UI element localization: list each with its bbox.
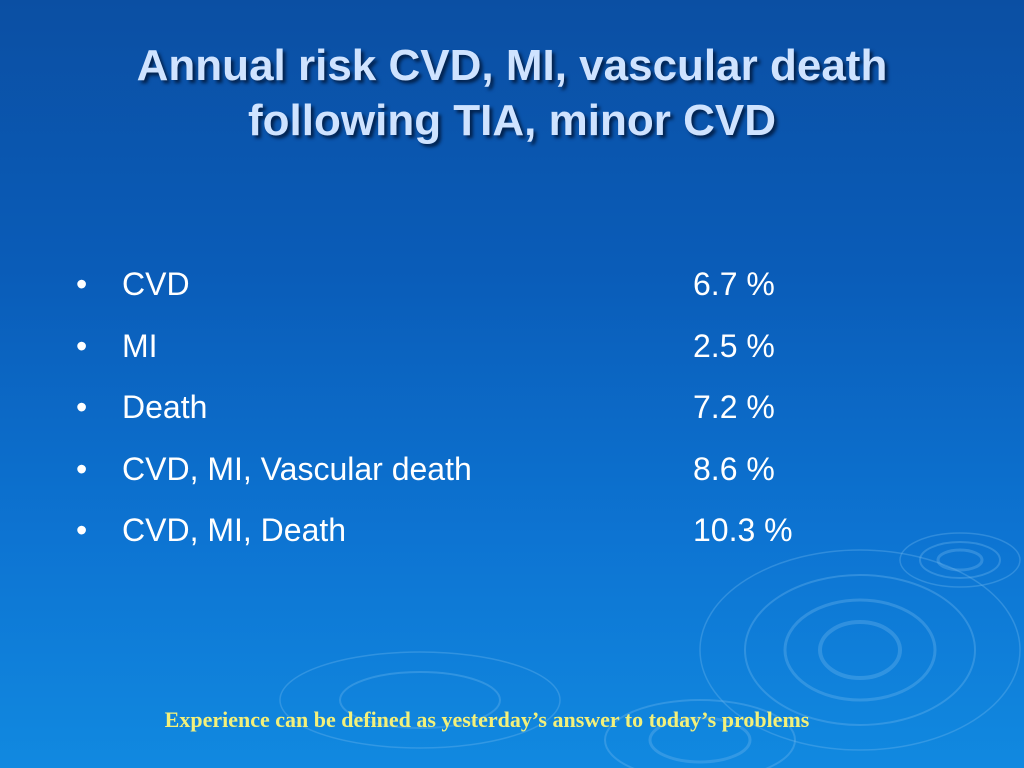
bullet-dot-icon: •	[76, 266, 88, 302]
bullet-item-cvd-mi-death: • CVD, MI, Death 10.3 %	[76, 508, 876, 570]
slide-title: Annual risk CVD, MI, vascular death foll…	[40, 38, 984, 148]
bullet-value: 8.6 %	[693, 450, 775, 487]
bullet-value: 10.3 %	[693, 512, 793, 548]
bullet-dot-icon: •	[76, 512, 88, 548]
footer-quote: Experience can be defined as yesterday’s…	[164, 707, 810, 732]
bullet-label: MI	[122, 327, 158, 364]
bullet-label: CVD, MI, Vascular death	[122, 450, 472, 487]
bullet-dot-icon: •	[76, 389, 88, 425]
bullet-label: CVD, MI, Death	[122, 512, 347, 548]
bullet-dot-icon: •	[76, 327, 88, 364]
bullet-item-mi: • MI 2.5 %	[76, 324, 876, 386]
bullet-label: Death	[122, 389, 208, 425]
slide-title-line-1: Annual risk CVD, MI, vascular death	[136, 41, 888, 90]
bullet-value: 7.2 %	[693, 389, 775, 425]
bullet-item-cvd: • CVD 6.7 %	[76, 262, 876, 324]
bullet-item-death: • Death 7.2 %	[76, 385, 876, 447]
bullet-list: • CVD 6.7 % • MI 2.5 % • Death 7.2 % • C…	[76, 262, 876, 570]
bullet-label: CVD	[122, 266, 190, 302]
bullet-dot-icon: •	[76, 450, 88, 487]
slide-title-line-2: following TIA, minor CVD	[248, 96, 776, 145]
bullet-value: 6.7 %	[693, 266, 775, 302]
bullet-value: 2.5 %	[693, 327, 775, 364]
bullet-item-cvd-mi-vascular-death: • CVD, MI, Vascular death 8.6 %	[76, 447, 876, 509]
